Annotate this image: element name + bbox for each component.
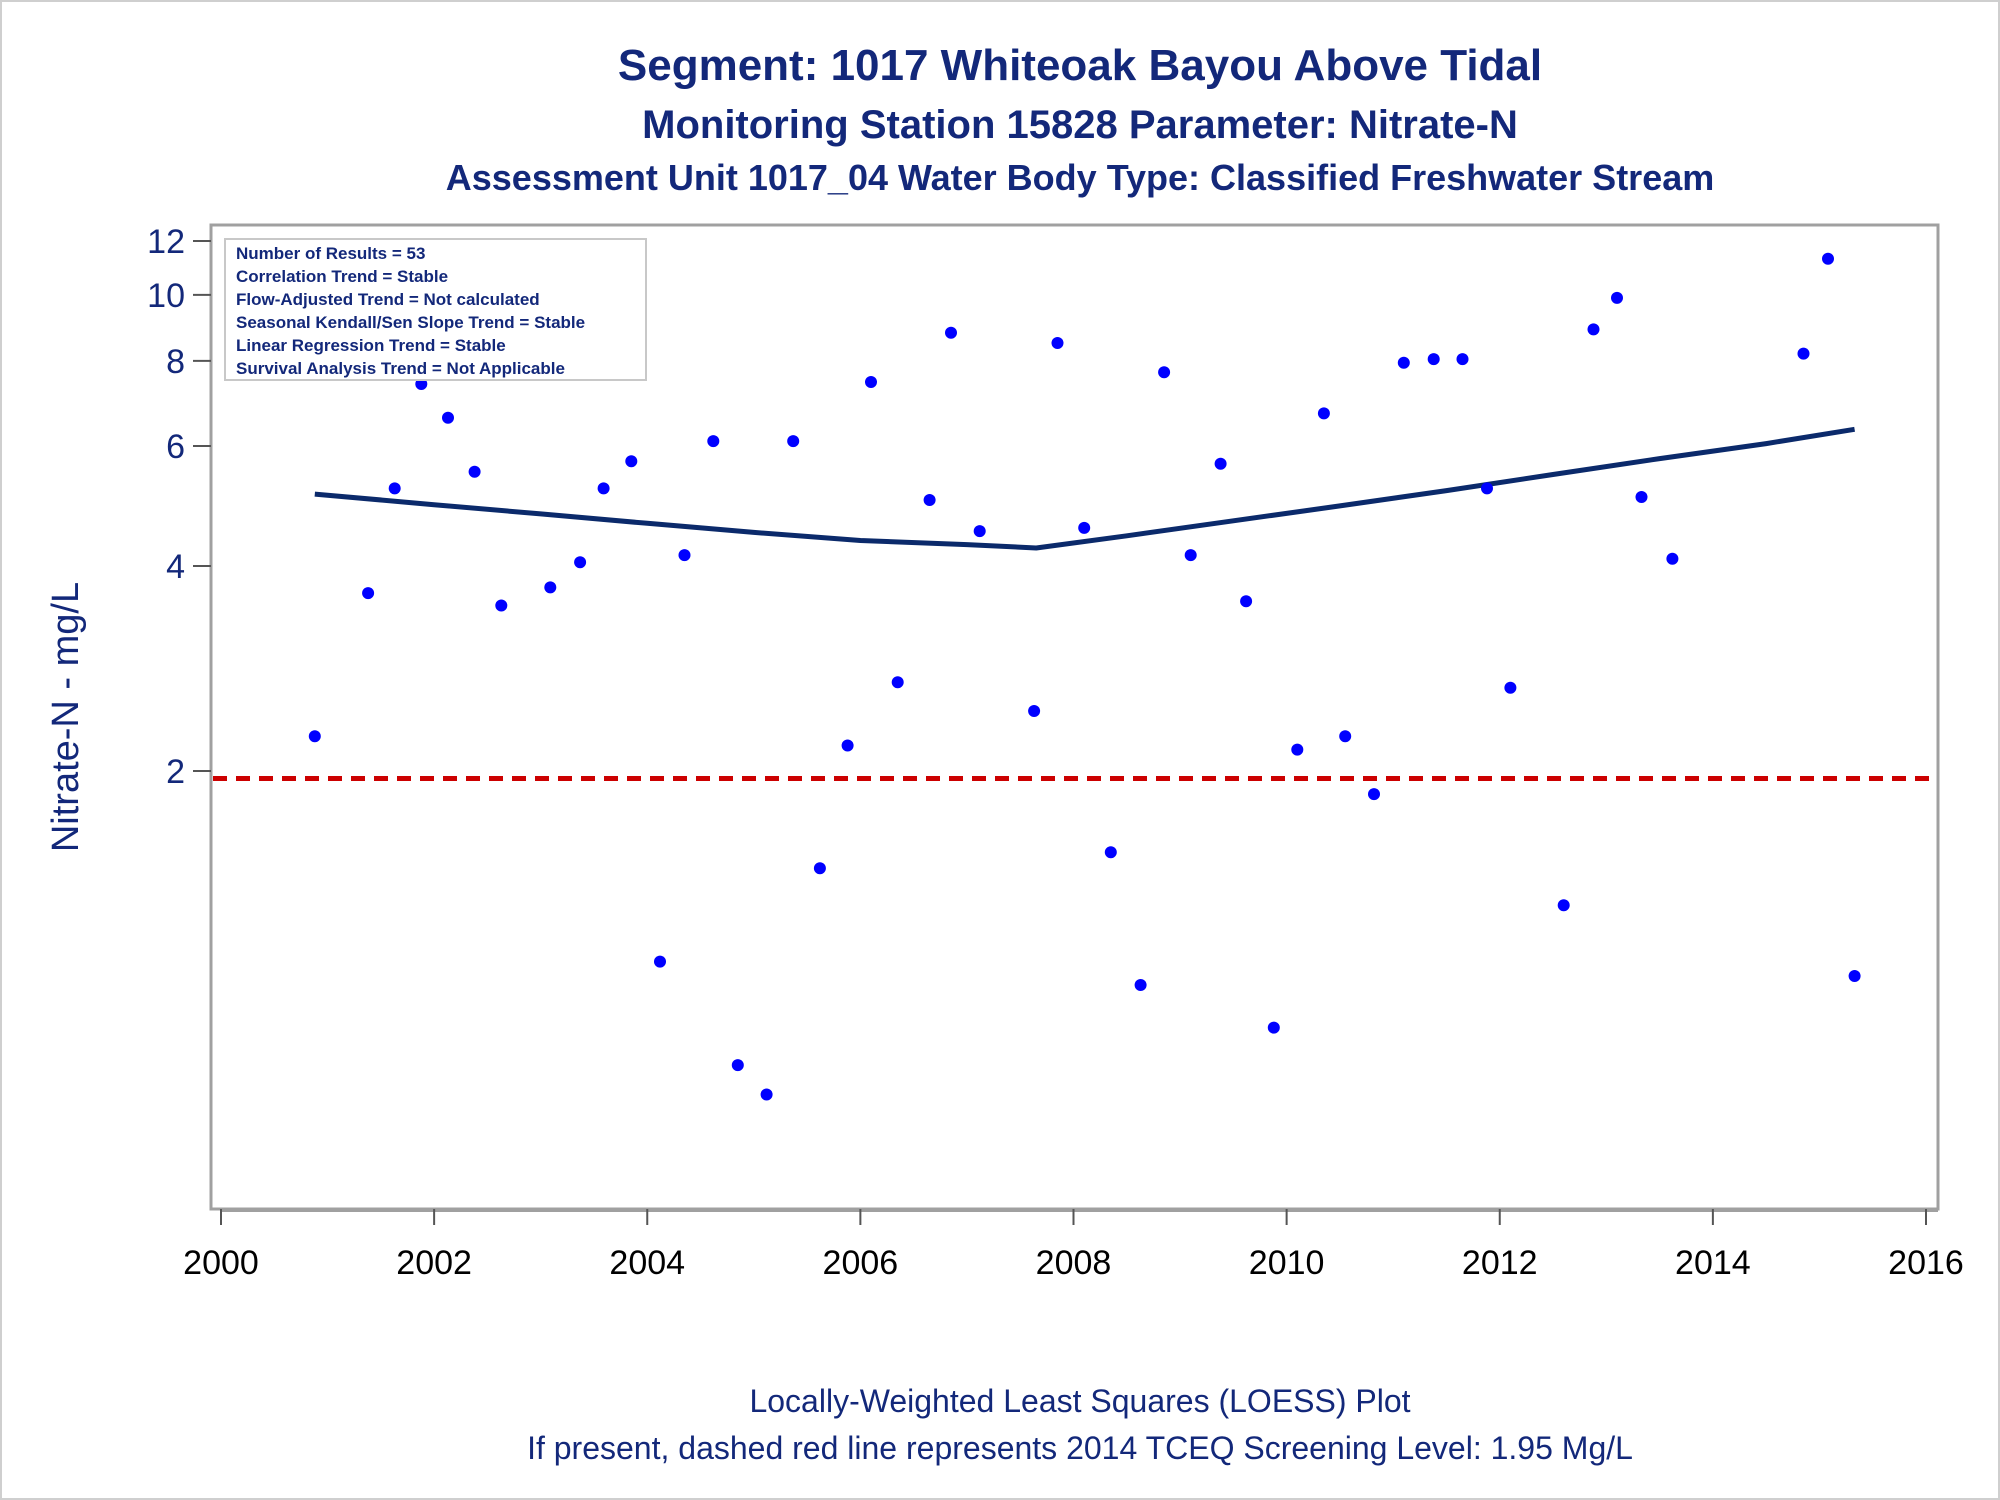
y-tick-label-2: 2 bbox=[166, 753, 185, 791]
x-tick-label-2004: 2004 bbox=[609, 1244, 685, 1282]
data-point-25 bbox=[945, 326, 957, 339]
data-point-50 bbox=[1666, 552, 1679, 565]
chart-subtitle-2: Assessment Unit 1017_04 Water Body Type:… bbox=[446, 157, 1715, 198]
x-tick-label-2002: 2002 bbox=[396, 1244, 472, 1282]
y-tick-label-12: 12 bbox=[147, 223, 185, 261]
data-point-52 bbox=[1822, 252, 1834, 265]
x-tick-label-2006: 2006 bbox=[823, 1244, 899, 1282]
footnote-loess: Locally-Weighted Least Squares (LOESS) P… bbox=[749, 1383, 1410, 1419]
data-point-47 bbox=[1587, 323, 1600, 336]
chart-title: Segment: 1017 Whiteoak Bayou Above Tidal bbox=[618, 41, 1542, 90]
data-point-3 bbox=[362, 587, 375, 600]
data-point-38 bbox=[1317, 407, 1330, 420]
data-point-44 bbox=[1481, 482, 1493, 495]
data-point-29 bbox=[1078, 521, 1091, 534]
x-tick-label-2012: 2012 bbox=[1462, 1244, 1538, 1282]
trend-line-seasonal-kendall: Seasonal Kendall/Sen Slope Trend = Stabl… bbox=[236, 313, 585, 332]
data-point-42 bbox=[1427, 353, 1440, 366]
data-point-41 bbox=[1397, 356, 1410, 369]
data-point-15 bbox=[678, 549, 691, 562]
data-point-40 bbox=[1368, 788, 1380, 801]
data-point-49 bbox=[1635, 491, 1648, 503]
data-point-31 bbox=[1134, 979, 1147, 991]
data-point-35 bbox=[1240, 595, 1253, 608]
loess-curve bbox=[314, 426, 1855, 551]
trend-line-flow-adjusted: Flow-Adjusted Trend = Not calculated bbox=[236, 290, 540, 309]
data-point-6 bbox=[442, 411, 454, 424]
x-tick-label-2000: 2000 bbox=[183, 1244, 259, 1282]
data-point-28 bbox=[1051, 337, 1064, 349]
data-point-24 bbox=[923, 494, 936, 506]
data-point-32 bbox=[1158, 366, 1171, 379]
x-tick-label-2016: 2016 bbox=[1888, 1244, 1964, 1282]
y-tick-label-6: 6 bbox=[166, 428, 185, 466]
y-tick-label-10: 10 bbox=[147, 277, 185, 315]
data-point-30 bbox=[1104, 846, 1117, 859]
x-tick-label-2014: 2014 bbox=[1675, 1244, 1751, 1282]
data-point-13 bbox=[625, 455, 638, 468]
data-point-10 bbox=[544, 581, 557, 594]
footnote-screening: If present, dashed red line represents 2… bbox=[527, 1430, 1633, 1466]
y-axis: 2 4 6 8 10 12 bbox=[147, 223, 211, 791]
data-point-16 bbox=[707, 435, 720, 448]
data-point-22 bbox=[865, 376, 877, 388]
y-axis-label: Nitrate-N - mg/L bbox=[45, 582, 87, 852]
data-point-51 bbox=[1797, 347, 1810, 360]
data-point-11 bbox=[574, 556, 587, 569]
data-point-18 bbox=[760, 1088, 773, 1101]
data-point-39 bbox=[1339, 730, 1352, 743]
trend-line-linear-regression: Linear Regression Trend = Stable bbox=[236, 336, 506, 355]
x-tick-label-2010: 2010 bbox=[1249, 1244, 1325, 1282]
data-point-37 bbox=[1291, 743, 1304, 756]
data-point-48 bbox=[1611, 291, 1623, 304]
y-tick-label-4: 4 bbox=[166, 548, 185, 586]
data-point-27 bbox=[1028, 705, 1041, 717]
y-tick-label-8: 8 bbox=[166, 343, 185, 381]
data-point-19 bbox=[787, 435, 800, 448]
data-point-1 bbox=[308, 730, 321, 743]
data-point-20 bbox=[813, 862, 826, 875]
data-point-8 bbox=[495, 599, 508, 612]
trend-line-results: Number of Results = 53 bbox=[236, 244, 425, 263]
x-tick-label-2008: 2008 bbox=[1036, 1244, 1112, 1282]
data-point-14 bbox=[654, 955, 666, 968]
data-point-12 bbox=[597, 482, 610, 495]
data-point-33 bbox=[1184, 549, 1197, 562]
trend-summary-box: Number of Results = 53 Correlation Trend… bbox=[224, 238, 647, 381]
data-point-4 bbox=[388, 482, 401, 495]
data-point-26 bbox=[973, 525, 986, 538]
data-point-17 bbox=[731, 1059, 744, 1072]
trend-line-survival: Survival Analysis Trend = Not Applicable bbox=[236, 359, 565, 378]
chart-subtitle: Monitoring Station 15828 Parameter: Nitr… bbox=[642, 103, 1518, 147]
data-point-46 bbox=[1557, 899, 1570, 912]
data-point-36 bbox=[1267, 1021, 1280, 1034]
trend-summary-border bbox=[224, 238, 647, 381]
data-point-45 bbox=[1504, 681, 1517, 694]
data-point-34 bbox=[1214, 457, 1227, 470]
data-point-21 bbox=[841, 739, 854, 752]
data-point-43 bbox=[1456, 353, 1469, 366]
data-point-23 bbox=[891, 676, 904, 689]
trend-line-correlation: Correlation Trend = Stable bbox=[236, 267, 448, 286]
x-axis: 2000 2002 2004 2006 2008 2010 2012 2014 2016 bbox=[183, 1209, 1964, 1282]
loess-line bbox=[314, 426, 1855, 551]
data-point-53 bbox=[1848, 970, 1861, 982]
data-point-7 bbox=[468, 465, 481, 478]
